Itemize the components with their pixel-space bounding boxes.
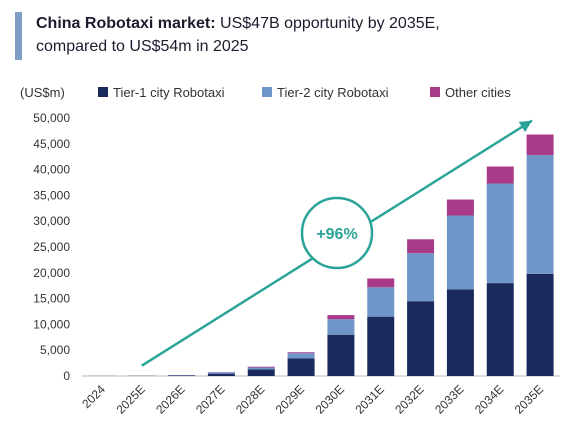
bar-segment [247,369,275,376]
x-tick-label: 2026E [153,382,187,416]
y-tick-label: 35,000 [33,188,70,202]
bar-segment [526,273,554,376]
bar-segment [407,253,435,302]
bar-segment [526,134,554,156]
bar-segment [207,372,235,374]
y-tick-label: 15,000 [33,292,70,306]
y-tick-label: 30,000 [33,214,70,228]
legend: (US$m) Tier-1 city Robotaxi Tier-2 city Ro… [20,85,511,100]
y-tick-label: 45,000 [33,137,70,151]
bar-segment [327,334,355,376]
chart-title-bold: China Robotaxi market: [36,15,216,32]
bar-segment [327,319,355,335]
bar-segment [526,155,554,274]
unit-label: (US$m) [20,85,65,100]
x-tick-label: 2034E [472,382,506,416]
y-tick-label: 25,000 [33,240,70,254]
x-tick-label: 2028E [233,382,267,416]
bar-segment [446,289,474,376]
y-tick-label: 50,000 [33,111,70,125]
y-tick-label: 40,000 [33,163,70,177]
growth-rate-circle [300,196,374,270]
y-tick-label: 10,000 [33,317,70,331]
legend-swatch [98,87,108,97]
x-tick-label: 2031E [352,382,386,416]
legend-swatch [430,87,440,97]
bar-segment [446,199,474,216]
x-tick-label: 2025E [113,382,147,416]
bar-segment [287,353,315,359]
bar-segment [247,366,275,368]
growth-arrow-head [518,120,533,133]
x-tick-label: 2033E [432,382,466,416]
bar-segment [327,315,355,320]
bar-segment [287,358,315,376]
x-tick-label: 2029E [273,382,307,416]
bar-segment [486,166,514,184]
chart-title-line2: compared to US$54m in 2025 [36,38,249,55]
bars [88,134,554,376]
bar-segment [486,283,514,376]
legend-label: Tier-2 city Robotaxi [277,85,389,100]
x-tick-label: 2030E [313,382,347,416]
x-tick-label: 2027E [193,382,227,416]
title-accent-bar [15,12,22,60]
bar-segment [446,215,474,290]
bar-segment [407,239,435,254]
chart-title-rest: US$47B opportunity by 2035E, [215,15,440,32]
chart-title: China Robotaxi market: US$47B opportunit… [36,12,566,58]
bar-segment [367,278,395,288]
y-tick-label: 5,000 [40,343,70,357]
legend-swatch [262,87,272,97]
bar-segment [407,301,435,376]
y-tick-label: 0 [63,369,70,383]
x-tick-label: 2032E [392,382,426,416]
bar-segment [367,287,395,317]
bar-segment [486,183,514,284]
legend-label: Tier-1 city Robotaxi [113,85,225,100]
bar-segment [367,316,395,376]
bar-segment [287,352,315,354]
bar-segment [207,373,235,376]
x-tick-label: 2024 [79,382,108,411]
y-tick-label: 20,000 [33,266,70,280]
title-block: China Robotaxi market: US$47B opportunit… [0,8,578,64]
growth-rate-label: +96% [316,226,357,243]
legend-label: Other cities [445,85,511,100]
bar-segment [168,375,196,376]
growth-annotation: +96% [141,119,533,367]
bar-segment [247,367,275,370]
x-tick-label: 2035E [512,382,546,416]
